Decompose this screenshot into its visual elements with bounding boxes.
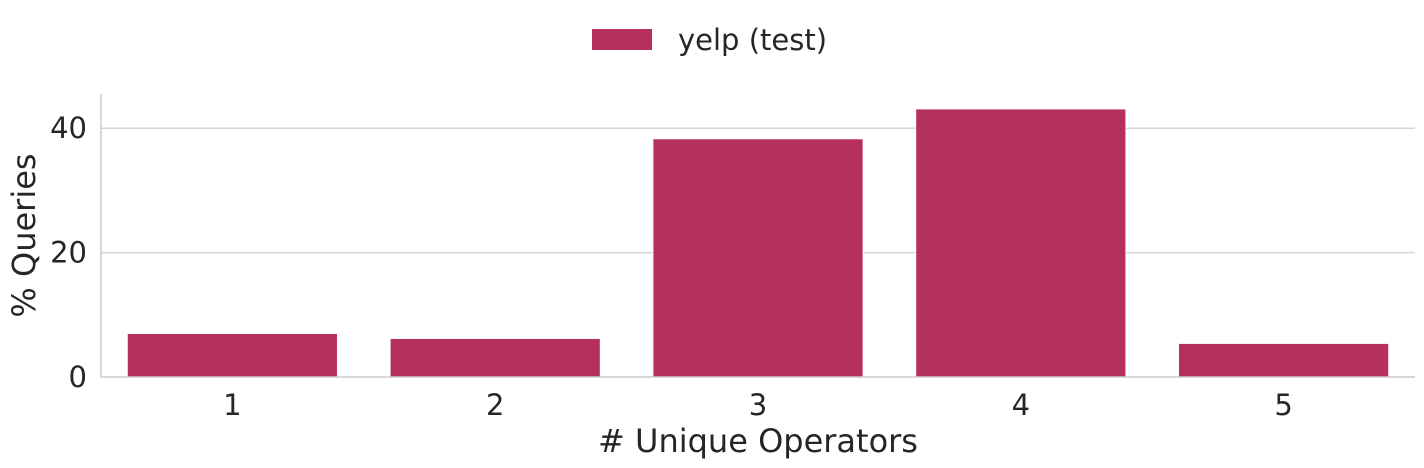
bar xyxy=(1177,342,1390,378)
y-tick-label: 20 xyxy=(50,236,87,270)
axes xyxy=(100,94,1415,378)
x-axis-label: # Unique Operators xyxy=(598,422,918,460)
legend-label: yelp (test) xyxy=(678,23,827,57)
x-tick-label: 2 xyxy=(486,388,504,422)
x-tick-label: 4 xyxy=(1012,388,1030,422)
bar xyxy=(915,108,1127,378)
x-tick-labels: 1 2 3 4 5 xyxy=(223,388,1293,422)
x-tick-label: 1 xyxy=(223,388,241,422)
y-tick-labels: 0 20 40 xyxy=(50,111,87,394)
bar xyxy=(652,138,864,378)
legend-swatch xyxy=(592,29,652,50)
bar xyxy=(389,337,601,378)
x-tick-label: 3 xyxy=(749,388,767,422)
legend: yelp (test) xyxy=(592,23,827,57)
y-tick-label: 0 xyxy=(69,360,87,394)
y-tick-label: 40 xyxy=(50,111,87,145)
bar xyxy=(126,332,339,378)
bars xyxy=(126,108,1390,378)
y-axis-label: % Queries xyxy=(5,153,43,317)
x-tick-label: 5 xyxy=(1274,388,1292,422)
